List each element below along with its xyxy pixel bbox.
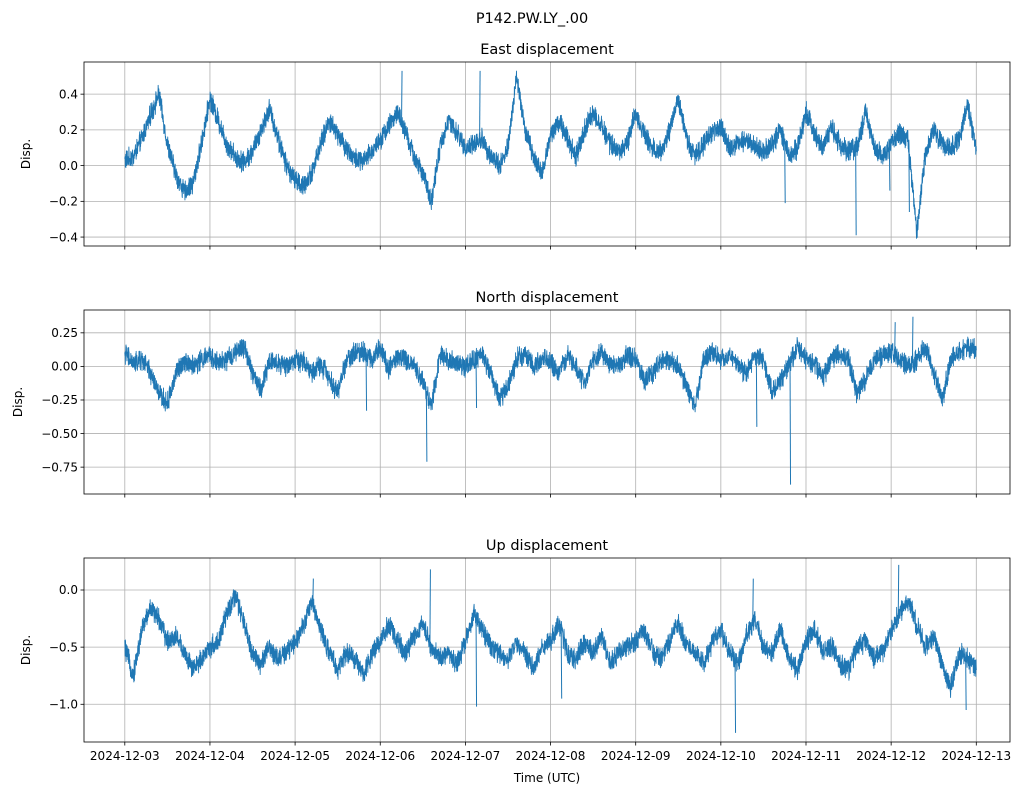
- x-axis-label: Time (UTC): [513, 771, 580, 785]
- series-line: [124, 589, 977, 698]
- spike-mark: [911, 316, 914, 364]
- y-axis-label: Disp.: [19, 635, 33, 665]
- x-tick-label: 2024-12-13: [941, 749, 1011, 763]
- spike-mark: [888, 146, 891, 191]
- x-tick-label: 2024-12-04: [175, 749, 245, 763]
- spike-mark: [784, 143, 786, 204]
- spike-mark: [475, 617, 478, 707]
- y-tick-label: −0.5: [49, 640, 78, 654]
- x-tick-label: 2024-12-06: [345, 749, 415, 763]
- x-tick-label: 2024-12-10: [686, 749, 756, 763]
- spike-mark: [479, 70, 481, 141]
- x-tick-label: 2024-12-08: [516, 749, 586, 763]
- subplot-title: Up displacement: [486, 538, 608, 554]
- y-tick-label: −0.25: [41, 393, 78, 407]
- spike-mark: [425, 391, 428, 462]
- series-line: [124, 336, 977, 413]
- spike-mark: [789, 363, 792, 485]
- x-tick-label: 2024-12-05: [260, 749, 330, 763]
- y-tick-label: −0.2: [49, 195, 78, 209]
- y-tick-label: 0.25: [51, 326, 78, 340]
- spike-mark: [401, 70, 403, 123]
- y-tick-label: −1.0: [49, 697, 78, 711]
- spike-mark: [475, 358, 478, 409]
- spike-mark: [429, 569, 431, 644]
- spike-mark: [560, 631, 563, 699]
- y-tick-label: 0.2: [59, 123, 78, 137]
- y-tick-label: 0.00: [51, 360, 78, 374]
- x-tick-label: 2024-12-12: [856, 749, 926, 763]
- y-tick-label: −0.75: [41, 460, 78, 474]
- subplot-3: −1.0 −0.5 0.0 2024-12-03 2024-12-04 2024-12-0…: [19, 538, 1011, 763]
- x-tick-label: 2024-12-09: [601, 749, 671, 763]
- spike-mark: [894, 322, 896, 356]
- spike-mark: [312, 578, 314, 604]
- spike-mark: [855, 148, 857, 236]
- subplot-2: −0.75 −0.50 −0.25 0.00 0.25 North displacemen…: [11, 290, 1011, 498]
- series-line: [124, 70, 977, 239]
- y-tick-label: −0.50: [41, 427, 78, 441]
- spike-mark: [908, 146, 910, 213]
- axes-frame: [83, 557, 1011, 743]
- x-tick-label: 2024-12-11: [771, 749, 841, 763]
- spike-mark: [965, 657, 967, 711]
- subplot-1: −0.4 −0.2 0.0 0.2 0.4 East displacement Disp.: [19, 42, 1011, 250]
- x-tick-label: 2024-12-03: [90, 749, 160, 763]
- spike-mark: [755, 354, 758, 427]
- y-tick-label: 0.0: [59, 159, 78, 173]
- subplot-title: North displacement: [476, 290, 619, 306]
- spike-mark: [365, 353, 368, 411]
- y-tick-label: −0.4: [49, 230, 78, 244]
- y-tick-label: 0.4: [59, 87, 78, 101]
- figure-suptitle: P142.PW.LY_.00: [476, 11, 588, 27]
- spike-mark: [734, 660, 737, 733]
- subplot-title: East displacement: [480, 42, 614, 58]
- spike-mark: [752, 578, 754, 623]
- spike-mark: [897, 564, 900, 616]
- axes-frame: [83, 309, 1011, 495]
- y-axis-label: Disp.: [11, 387, 25, 417]
- axes-frame: [83, 61, 1011, 247]
- y-tick-label: 0.0: [59, 583, 78, 597]
- x-tick-label: 2024-12-07: [431, 749, 501, 763]
- y-axis-label: Disp.: [19, 139, 33, 169]
